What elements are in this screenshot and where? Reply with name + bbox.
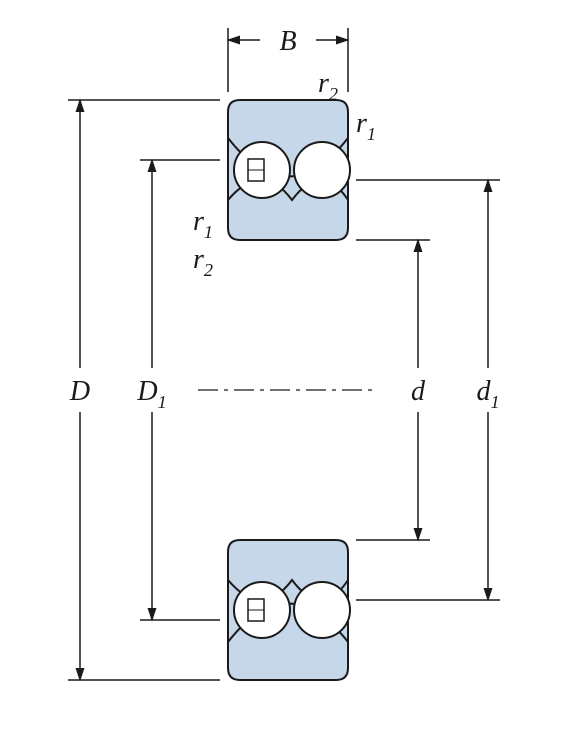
label-r2-left: r2	[193, 244, 213, 280]
label-D1: D1	[136, 376, 166, 412]
label-r2-top: r2	[318, 68, 338, 104]
label-r1-top: r1	[356, 108, 376, 144]
label-D: D	[69, 376, 90, 407]
label-d: d	[411, 376, 426, 407]
bearing-diagram: BDD1dd1r2r1r1r2	[0, 0, 579, 732]
label-r1-left: r1	[193, 206, 213, 242]
label-d1: d1	[476, 376, 499, 412]
label-B: B	[279, 26, 296, 57]
